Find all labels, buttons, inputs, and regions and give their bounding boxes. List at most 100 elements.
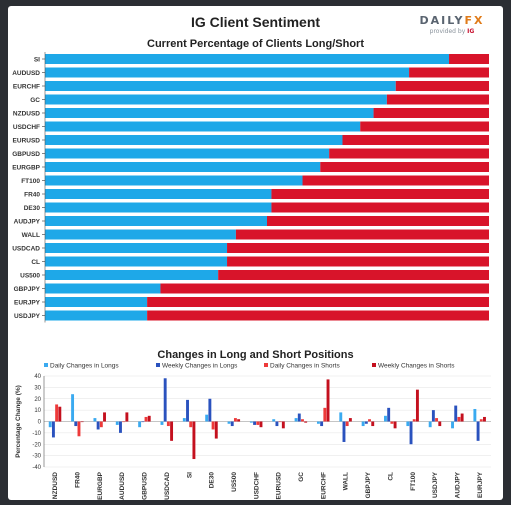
legend-label: Daily Changes in Longs — [50, 363, 119, 370]
chart-card: IG Client Sentiment DAILYFX provided by … — [8, 6, 503, 500]
short-bar-si — [449, 54, 489, 64]
page-title: IG Client Sentiment — [190, 14, 321, 30]
change-bar-audusd — [125, 412, 129, 422]
change-bar-eurusd — [275, 421, 279, 427]
long-short-chart: SI AUDUSD EURCHF GC NZDUSD USDCHF EURUSD GBPUSD… — [12, 52, 490, 323]
category-label-gc: GC — [30, 97, 40, 104]
change-bar-us500 — [237, 419, 241, 422]
category-label-eurchf: EURCHF — [13, 83, 40, 90]
short-bar-gc — [386, 94, 489, 105]
change-bar-gc — [301, 419, 304, 422]
change-bar-gbpjpy — [368, 419, 371, 422]
category-label-cl: CL — [31, 259, 40, 266]
change-bar-gc — [304, 421, 308, 423]
change-bar-us500 — [230, 421, 234, 427]
x-category-label-usdjpy: USDJPY — [432, 471, 439, 498]
y-tick-label: 10 — [34, 408, 41, 414]
x-category-label-audjpy: AUDJPY — [454, 471, 461, 498]
x-category-label-usdchf: USDCHF — [253, 472, 260, 499]
change-bar-eurjpy — [479, 419, 483, 422]
long-bar-nzdusd — [45, 108, 374, 118]
change-bar-fr40 — [71, 394, 75, 422]
change-bar-audusd — [122, 421, 126, 423]
change-bar-eurchf — [326, 379, 330, 422]
change-bar-wall — [342, 421, 346, 442]
x-category-label-usdcad: USDCAD — [164, 472, 171, 500]
long-bar-wall — [45, 229, 236, 240]
legend-swatch — [44, 363, 48, 367]
short-bar-eurgbp — [320, 162, 489, 172]
change-bar-audusd — [119, 421, 122, 433]
long-bar-gc — [45, 94, 387, 105]
x-category-label-us500: US500 — [231, 472, 238, 492]
change-bar-si — [182, 418, 186, 422]
category-label-ft100: FT100 — [21, 178, 40, 185]
x-category-label-cl: CL — [387, 472, 394, 481]
logo-subtitle: provided by IG — [429, 28, 475, 35]
long-bar-audusd — [45, 67, 410, 78]
change-bar-usdjpy — [435, 418, 439, 422]
legend-label: Weekly Changes in Shorts — [378, 363, 455, 370]
change-bar-eurchf — [316, 421, 320, 424]
y-tick-label: -20 — [32, 442, 41, 448]
category-label-usdchf: USDCHF — [13, 124, 40, 131]
change-bar-gbpjpy — [364, 421, 368, 424]
short-bar-wall — [235, 229, 489, 240]
short-bar-fr40 — [271, 189, 489, 199]
change-bar-de30 — [205, 414, 209, 422]
change-bar-gc — [297, 413, 301, 422]
short-bar-usdjpy — [147, 310, 489, 321]
change-bar-eurjpy — [473, 408, 477, 422]
change-bar-si — [186, 399, 189, 422]
change-bar-usdcad — [160, 421, 164, 425]
short-bar-audusd — [409, 67, 489, 78]
change-bar-eurchf — [320, 421, 324, 427]
long-bar-eurgbp — [45, 162, 321, 172]
short-bar-audjpy — [267, 216, 489, 226]
change-bar-usdchf — [256, 421, 260, 425]
change-bar-nzdusd — [51, 421, 55, 438]
change-bar-nzdusd — [55, 404, 59, 422]
change-bar-eurusd — [278, 421, 282, 423]
change-bar-gbpusd — [144, 416, 148, 422]
change-bar-audjpy — [460, 413, 464, 422]
short-bar-usdchf — [360, 121, 489, 132]
y-tick-label: -40 — [32, 465, 41, 471]
x-category-label-gbpusd: GBPUSD — [142, 472, 149, 500]
change-bar-eurusd — [281, 421, 285, 429]
change-bar-de30 — [208, 398, 212, 422]
change-bar-eurgbp — [99, 421, 103, 428]
change-bar-audusd — [115, 421, 119, 425]
change-bar-fr40 — [74, 421, 78, 427]
change-bar-gbpjpy — [371, 421, 375, 427]
change-bar-ft100 — [412, 419, 416, 422]
change-bar-si — [189, 421, 193, 428]
change-bar-audjpy — [457, 416, 461, 422]
change-bar-audjpy — [454, 405, 458, 422]
category-label-eurgbp: EURGBP — [12, 164, 40, 171]
change-bar-eurchf — [323, 407, 327, 422]
category-label-eurjpy: EURJPY — [14, 299, 41, 306]
long-bar-fr40 — [45, 189, 272, 199]
category-label-audusd: AUDUSD — [12, 70, 40, 77]
long-bar-si — [45, 54, 450, 64]
long-bar-us500 — [45, 270, 219, 280]
change-bar-fr40 — [80, 421, 84, 423]
short-bar-nzdusd — [373, 108, 489, 118]
change-bar-fr40 — [77, 421, 81, 437]
change-bar-de30 — [211, 421, 215, 430]
long-bar-usdjpy — [45, 310, 148, 321]
category-label-usdjpy: USDJPY — [14, 313, 41, 320]
change-bar-usdjpy — [428, 421, 432, 428]
change-bar-wall — [345, 421, 349, 427]
change-bar-eurgbp — [103, 412, 106, 422]
short-bar-ft100 — [302, 175, 489, 186]
change-bar-usdjpy — [438, 421, 442, 427]
change-bar-nzdusd — [48, 421, 52, 428]
long-bar-usdchf — [45, 121, 361, 132]
long-bar-eurjpy — [45, 297, 148, 307]
category-label-us500: US500 — [20, 272, 40, 279]
short-bar-eurjpy — [147, 297, 489, 307]
x-category-label-audusd: AUDUSD — [119, 472, 126, 500]
change-bar-gbpusd — [141, 421, 145, 423]
